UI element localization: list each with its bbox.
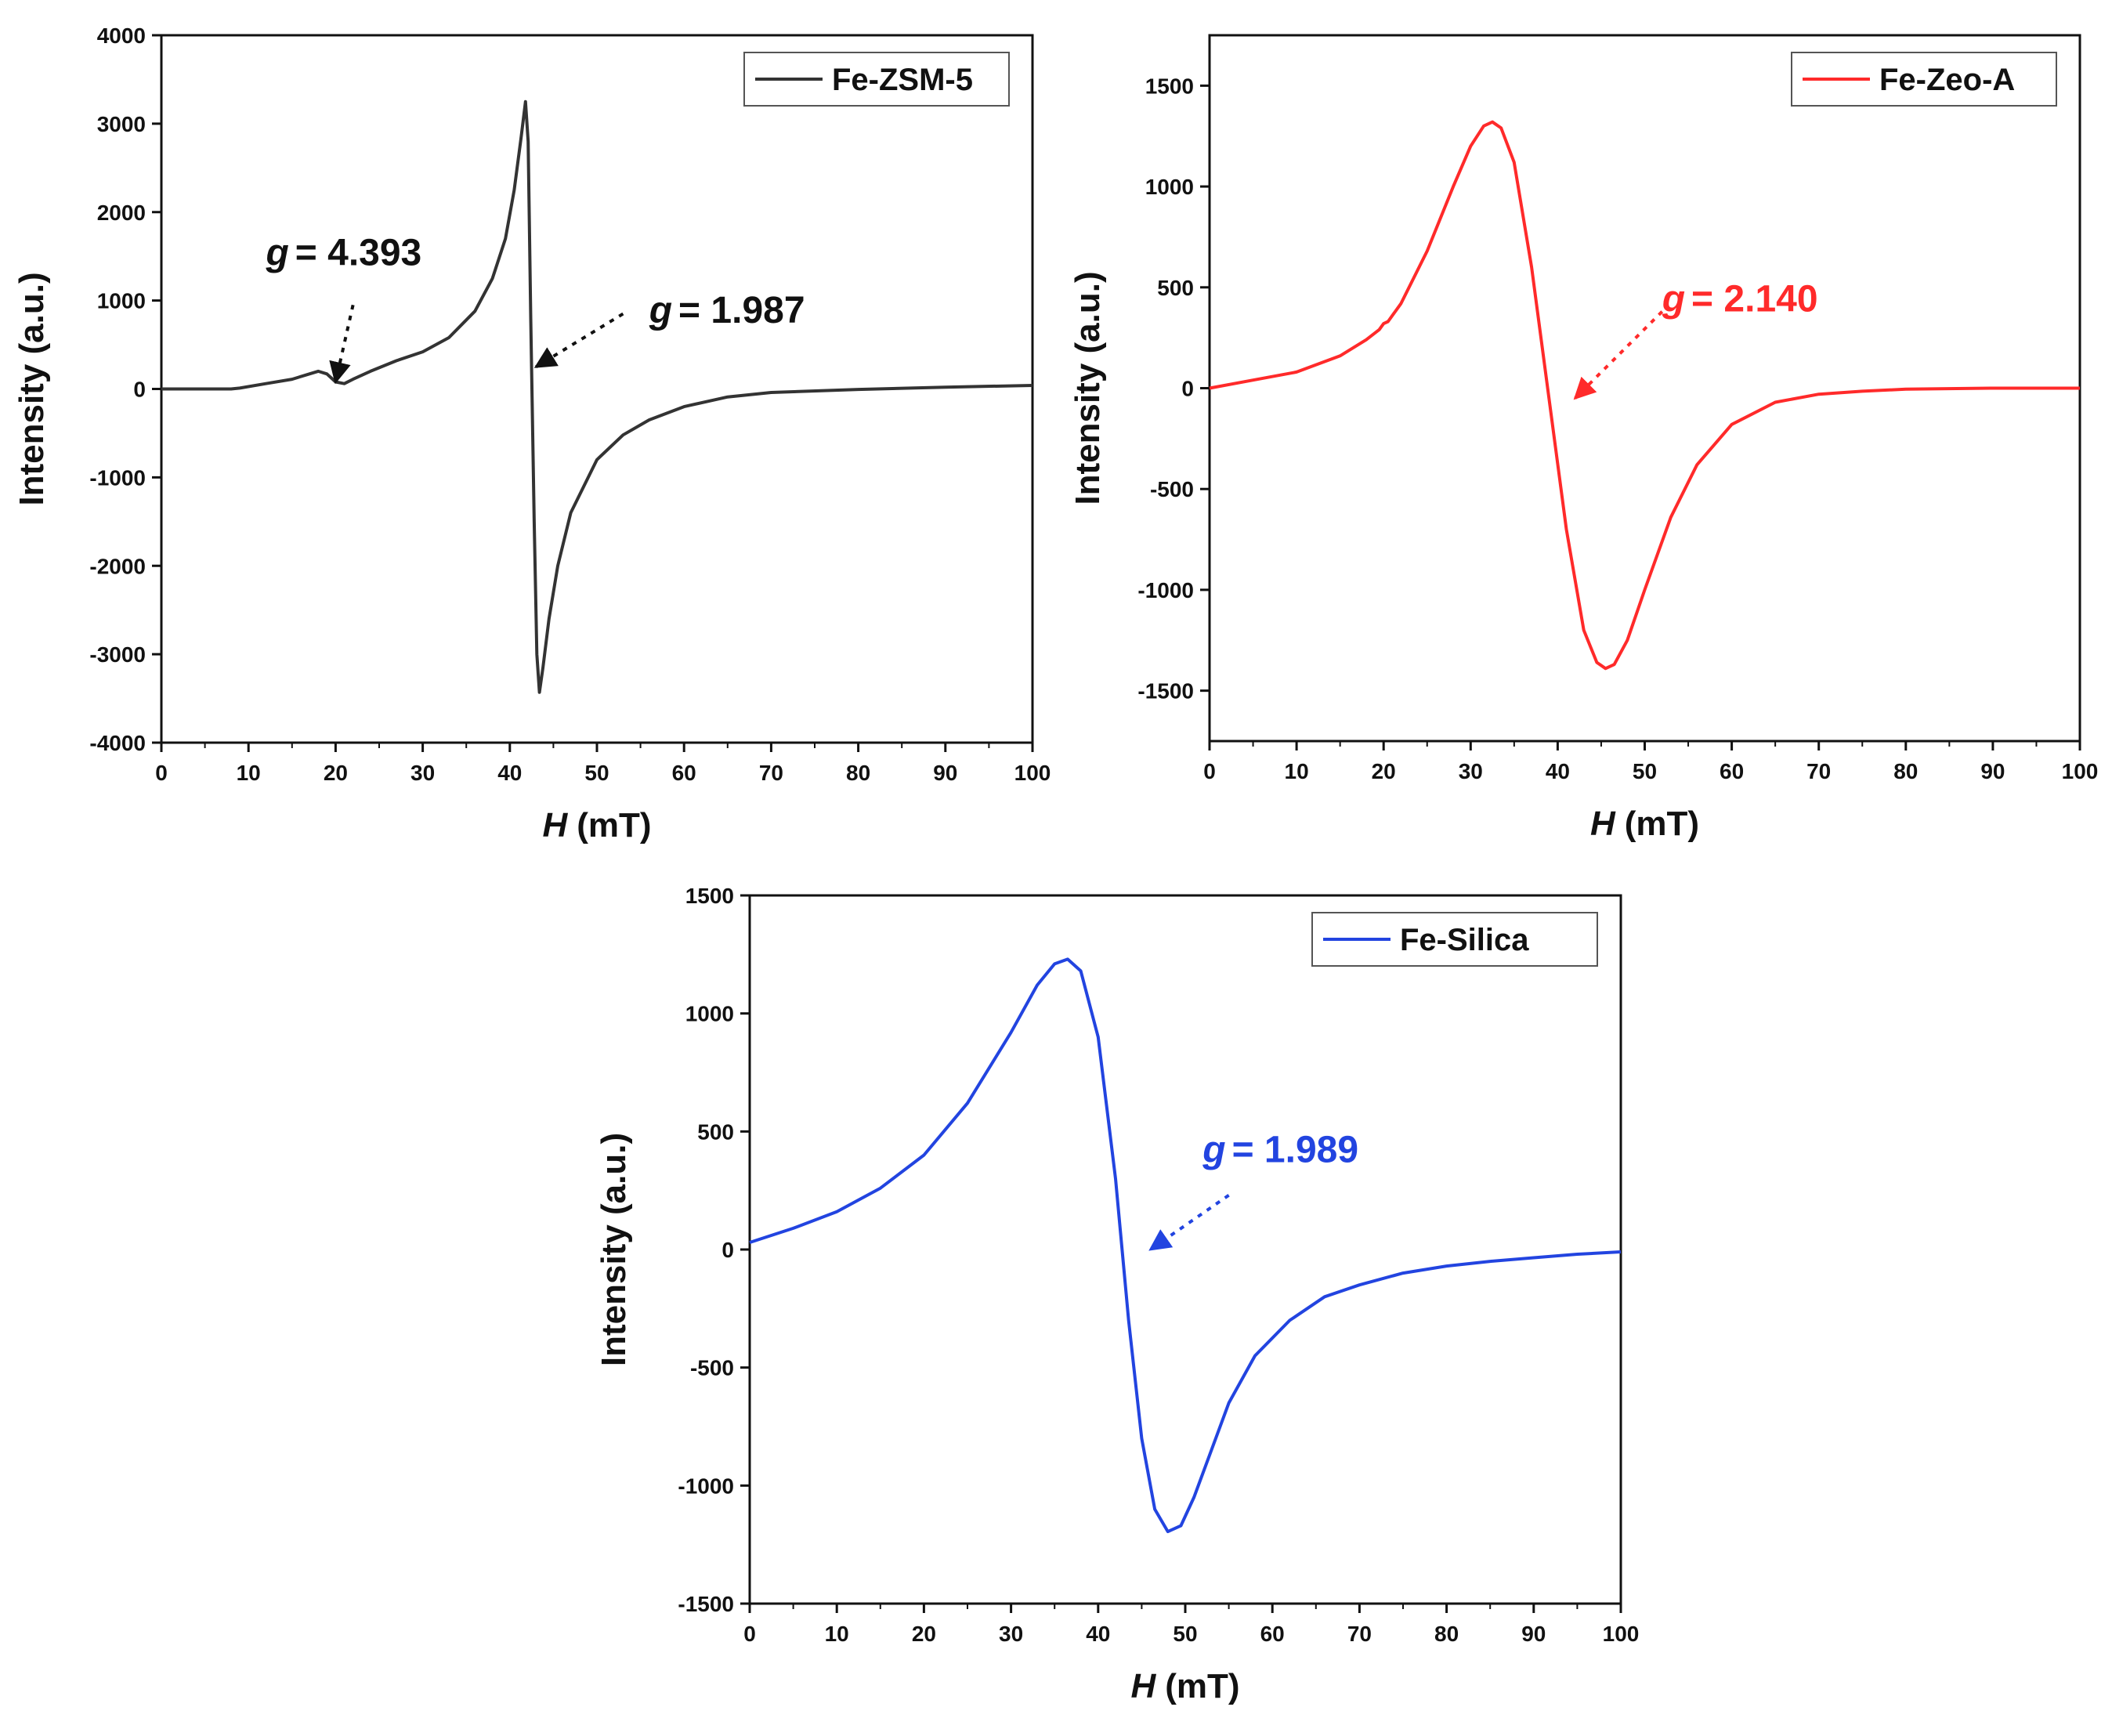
fe-silica-x-axis-title: H (mT) — [1130, 1667, 1239, 1705]
fe-silica-x-tick-label: 90 — [1521, 1622, 1546, 1646]
fe-silica-y-tick-label: 1000 — [685, 1002, 734, 1026]
fe-silica-legend-box — [1311, 912, 1598, 967]
fe-zsm5-series-line — [161, 99, 1033, 694]
fe-zeo-a-x-tick-label: 30 — [1459, 759, 1483, 783]
fe-silica-x-tick-label: 10 — [825, 1622, 849, 1646]
fe-zsm5-annotation-label: g = 1.987 — [649, 290, 805, 331]
fe-zeo-a-x-tick-label: 80 — [1893, 759, 1918, 783]
fe-zsm5-x-tick-label: 0 — [155, 761, 168, 785]
fe-zsm5-y-tick-label: -2000 — [89, 554, 146, 578]
fe-zeo-a-y-tick-label: 0 — [1181, 377, 1194, 401]
fe-silica-x-tick-label: 20 — [912, 1622, 936, 1646]
fe-zsm5-x-tick-label: 70 — [759, 761, 783, 785]
fe-zeo-a-x-tick-label: 50 — [1633, 759, 1657, 783]
chart-fe-zeo-a: 0 10 20 30 40 50 60 70 80 90 100 -1500 -1000 -500 0 500… — [1069, 34, 2099, 843]
fe-silica-y-tick-label: -1000 — [678, 1474, 734, 1498]
fe-zsm5-y-tick-label: -1000 — [89, 465, 146, 490]
chart-fe-zsm5: 0 10 20 30 40 50 60 70 80 90 100 -4000 -3000 -2000 -10… — [13, 24, 1051, 844]
fe-zsm5-x-tick-label: 50 — [584, 761, 609, 785]
fe-zeo-a-x-tick-label: 100 — [2062, 759, 2099, 783]
fe-zsm5-annotation-label: g = 4.393 — [265, 232, 421, 273]
fe-silica-x-tick-label: 100 — [1603, 1622, 1640, 1646]
fe-zeo-a-series-line — [1209, 120, 2080, 671]
fe-silica-x-tick-label: 0 — [743, 1622, 756, 1646]
fe-zeo-a-x-tick-label: 70 — [1806, 759, 1831, 783]
fe-zsm5-x-tick-label: 40 — [497, 761, 522, 785]
fe-zeo-a-annotation-label: g = 2.140 — [1662, 279, 1818, 320]
fe-zsm5-x-tick-label: 100 — [1014, 761, 1051, 785]
fe-zeo-a-legend-label: Fe-Zeo-A — [1879, 63, 2015, 97]
fe-zsm5-x-axis-title: H (mT) — [542, 806, 651, 844]
fe-silica-legend-label: Fe-Silica — [1400, 923, 1529, 957]
fe-silica-y-axis-title: Intensity (a.u.) — [595, 1133, 633, 1366]
fe-zsm5-y-tick-label: 0 — [133, 378, 146, 402]
fe-zeo-a-y-tick-label: 1000 — [1145, 175, 1194, 199]
fe-silica-x-tick-label: 50 — [1173, 1622, 1197, 1646]
fe-zeo-a-y-tick-label: 1500 — [1145, 74, 1194, 98]
chart-panel-fe-zsm5: 0 10 20 30 40 50 60 70 80 90 100 -4000 -3000 -2000 -10… — [0, 0, 1056, 866]
fe-zsm5-annotation-arrow — [533, 312, 624, 368]
fe-silica-legend: Fe-Silica — [1311, 912, 1598, 967]
fe-zeo-a-x-tick-label: 90 — [1980, 759, 2005, 783]
fe-zsm5-x-tick-label: 60 — [672, 761, 696, 785]
fe-silica-x-tick-label: 30 — [999, 1622, 1023, 1646]
fe-silica-y-tick-label: -1500 — [678, 1592, 734, 1616]
fe-zeo-a-y-tick-label: -500 — [1150, 477, 1194, 501]
fe-zeo-a-y-tick-label: 500 — [1157, 276, 1194, 300]
fe-silica-y-tick-label: 500 — [697, 1119, 734, 1144]
fe-zsm5-y-tick-label: 1000 — [97, 289, 146, 313]
fe-zeo-a-legend: Fe-Zeo-A — [1791, 52, 2057, 107]
fe-silica-y-tick-label: -500 — [690, 1356, 734, 1380]
fe-zeo-a-x-tick-label: 20 — [1372, 759, 1396, 783]
chart-panel-fe-zeo-a: 0 10 20 30 40 50 60 70 80 90 100 -1500 -1000 -500 0 500… — [1056, 0, 2112, 866]
fe-zeo-a-y-tick-label: -1500 — [1137, 679, 1194, 703]
fe-silica-annotation-arrow — [1148, 1194, 1230, 1251]
fe-silica-x-tick-label: 80 — [1434, 1622, 1459, 1646]
fe-zsm5-x-tick-label: 90 — [933, 761, 957, 785]
fe-zsm5-y-tick-label: 3000 — [97, 112, 146, 136]
chart-fe-silica: 0 10 20 30 40 50 60 70 80 90 100 -1500 -1000 -500 0 500… — [595, 884, 1640, 1705]
fe-zeo-a-x-tick-label: 60 — [1720, 759, 1744, 783]
fe-zeo-a-x-tick-label: 40 — [1546, 759, 1570, 783]
fe-zeo-a-y-axis-title: Intensity (a.u.) — [1069, 271, 1107, 505]
fe-zsm5-x-tick-label: 20 — [324, 761, 348, 785]
fe-zsm5-legend-label: Fe-ZSM-5 — [832, 63, 973, 97]
fe-zsm5-annotation-arrow — [329, 304, 355, 385]
fe-zsm5-y-tick-label: 4000 — [97, 24, 146, 48]
fe-zeo-a-y-tick-label: -1000 — [1137, 578, 1194, 602]
fe-zeo-a-x-tick-label: 10 — [1285, 759, 1309, 783]
fe-zsm5-x-tick-label: 30 — [410, 761, 435, 785]
fe-silica-y-tick-label: 0 — [721, 1238, 734, 1262]
fe-zeo-a-x-axis-title: H (mT) — [1590, 805, 1699, 843]
fe-zsm5-x-tick-label: 80 — [846, 761, 870, 785]
chart-panel-fe-silica: 0 10 20 30 40 50 60 70 80 90 100 -1500 -1000 -500 0 500… — [564, 866, 1661, 1732]
fe-zeo-a-x-tick-label: 0 — [1203, 759, 1216, 783]
fe-zsm5-y-tick-label: 2000 — [97, 201, 146, 225]
fe-zsm5-y-tick-label: -3000 — [89, 642, 146, 667]
fe-zsm5-x-tick-label: 10 — [237, 761, 261, 785]
fe-zsm5-legend: Fe-ZSM-5 — [743, 52, 1010, 107]
fe-silica-plot-frame — [748, 894, 1622, 1605]
fe-silica-x-tick-label: 60 — [1260, 1622, 1285, 1646]
fe-silica-series-line — [749, 957, 1622, 1534]
fe-silica-x-tick-label: 70 — [1347, 1622, 1372, 1646]
fe-zsm5-y-axis-title: Intensity (a.u.) — [13, 272, 51, 505]
fe-zsm5-y-tick-label: -4000 — [89, 731, 146, 755]
fe-silica-annotation-label: g = 1.989 — [1202, 1130, 1358, 1171]
fe-zeo-a-annotation-arrow — [1573, 310, 1664, 400]
fe-silica-y-tick-label: 1500 — [685, 884, 734, 908]
fe-silica-x-tick-label: 40 — [1086, 1622, 1110, 1646]
